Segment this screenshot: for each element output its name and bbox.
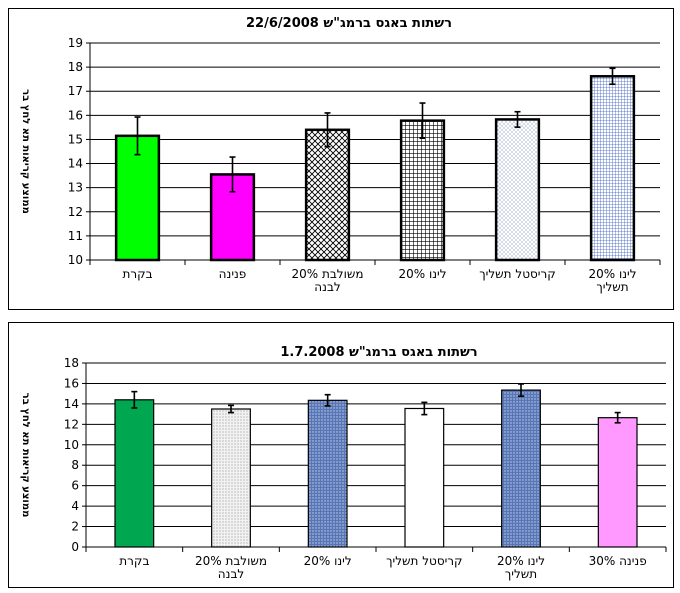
bar <box>211 408 251 548</box>
y-tick-label: 11 <box>68 229 83 243</box>
bar <box>494 118 541 262</box>
bar <box>597 417 638 548</box>
y-tick-label: 2 <box>71 520 79 534</box>
bar <box>114 399 155 548</box>
category-label: לינו 20% <box>497 554 545 568</box>
category-label: בקרת <box>119 554 149 568</box>
error-bar <box>609 67 616 86</box>
bar <box>114 134 161 262</box>
category-label: פנינה 30% <box>589 554 647 568</box>
chart-title: רשתות באגס ברמג"ש 1.7.2008 <box>280 345 477 360</box>
error-bar <box>228 404 234 414</box>
category-label: בקרת <box>122 267 152 281</box>
category-label: לבנה <box>218 567 244 581</box>
error-bar <box>614 411 621 424</box>
category-label: קריסטל תשליך <box>386 554 463 568</box>
bar <box>589 75 636 262</box>
category-label: תשליך <box>505 567 537 581</box>
error-bar <box>131 390 138 409</box>
bar <box>404 407 445 548</box>
y-tick-label: 0 <box>71 540 79 554</box>
bar <box>307 399 348 548</box>
chart-title: רשתות באגס ברמג"ש 22/6/2008 <box>246 16 452 31</box>
y-tick-label: 6 <box>71 479 79 493</box>
category-label: לינו 20% <box>398 267 446 281</box>
y-tick-label: 18 <box>64 356 79 370</box>
category-label: לבנה <box>314 280 340 294</box>
error-bar <box>419 102 426 140</box>
error-bar <box>514 110 521 128</box>
error-bar <box>421 401 428 416</box>
y-axis-label: ממוצע קריאות תא לחץ בר <box>20 393 31 518</box>
bar <box>501 389 541 548</box>
error-bar <box>324 393 331 407</box>
category-label: לינו 20% <box>588 267 636 281</box>
error-bar <box>324 112 331 148</box>
y-tick-label: 12 <box>64 417 79 431</box>
category-label: קריסטל תשליך <box>479 267 556 281</box>
error-bar <box>518 383 524 398</box>
y-tick-label: 13 <box>68 181 83 195</box>
category-label: פנינה <box>219 267 247 281</box>
bar <box>399 119 446 262</box>
y-tick-label: 10 <box>64 438 79 452</box>
y-tick-label: 17 <box>68 84 83 98</box>
y-tick-label: 10 <box>68 253 83 267</box>
y-axis-label: ממוצע קריאות תא לחץ בר <box>20 89 31 214</box>
y-tick-label: 16 <box>64 376 79 390</box>
y-tick-label: 16 <box>68 108 83 122</box>
error-bar <box>229 156 236 193</box>
category-label: לינו 20% <box>304 554 352 568</box>
y-tick-label: 4 <box>71 499 79 513</box>
y-tick-label: 14 <box>68 157 83 171</box>
chart-2: רשתות באגס ברמג"ש 1.7.2008 ממוצע קריאות ת… <box>20 345 667 581</box>
category-label: משולבת 20% <box>195 554 267 568</box>
y-tick-label: 8 <box>71 458 79 472</box>
category-label: משולבת 20% <box>291 267 363 281</box>
y-tick-label: 18 <box>68 60 83 74</box>
category-label: תשליך <box>596 280 628 294</box>
chart-panel-1: רשתות באגס ברמג"ש 22/6/2008 ממוצע קריאות … <box>8 8 674 310</box>
chart-panel-2: רשתות באגס ברמג"ש 1.7.2008 ממוצע קריאות ת… <box>8 322 674 588</box>
chart-1: רשתות באגס ברמג"ש 22/6/2008 ממוצע קריאות … <box>20 16 661 294</box>
error-bar <box>134 116 141 156</box>
y-tick-label: 12 <box>68 205 83 219</box>
y-tick-label: 14 <box>64 397 79 411</box>
bar <box>304 128 351 262</box>
y-tick-label: 15 <box>68 132 83 146</box>
y-tick-label: 19 <box>68 36 83 50</box>
